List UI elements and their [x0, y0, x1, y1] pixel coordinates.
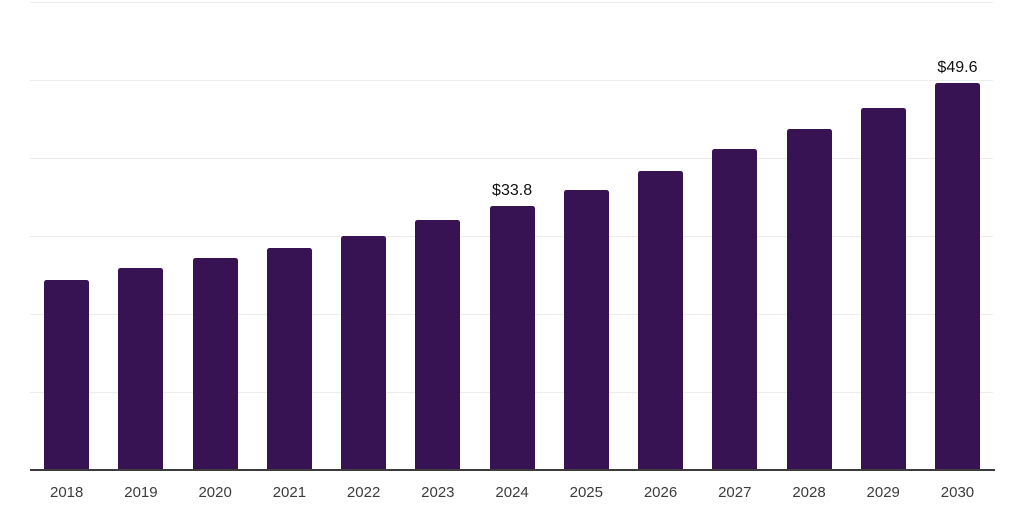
x-tick-label: 2019 — [124, 484, 158, 501]
data-label-2030: $49.6 — [937, 59, 978, 77]
gridline — [30, 158, 993, 159]
bar-2023 — [415, 220, 461, 470]
bar-2028 — [786, 129, 832, 470]
bar-2022 — [341, 236, 387, 470]
x-tick-label: 2026 — [643, 484, 678, 501]
x-tick-label: 2025 — [569, 484, 603, 501]
bar-2027 — [712, 148, 758, 470]
gridline — [30, 2, 993, 3]
x-tick-label: 2029 — [866, 484, 900, 501]
bar-2025 — [563, 189, 609, 470]
bar-2026 — [638, 171, 684, 470]
x-tick-label: 2028 — [792, 484, 826, 501]
x-tick-label: 2021 — [272, 484, 307, 501]
x-tick-label: 2027 — [718, 484, 752, 501]
bar-2030 — [934, 83, 980, 470]
bar-2019 — [118, 267, 164, 470]
gridline — [30, 80, 993, 81]
bar-2018 — [44, 279, 90, 470]
x-tick-label: 2030 — [940, 484, 975, 501]
bar-2021 — [266, 247, 312, 470]
data-label-2024: $33.8 — [492, 182, 533, 200]
x-tick-label: 2022 — [346, 484, 381, 501]
bar-2029 — [860, 108, 906, 470]
x-tick-label: 2024 — [495, 484, 529, 501]
x-tick-label: 2023 — [421, 484, 455, 501]
x-tick-label: 2018 — [50, 484, 84, 501]
x-tick-label: 2020 — [198, 484, 232, 501]
bar-2020 — [192, 257, 238, 470]
bar-2024 — [489, 206, 535, 470]
x-axis-line — [30, 469, 995, 471]
